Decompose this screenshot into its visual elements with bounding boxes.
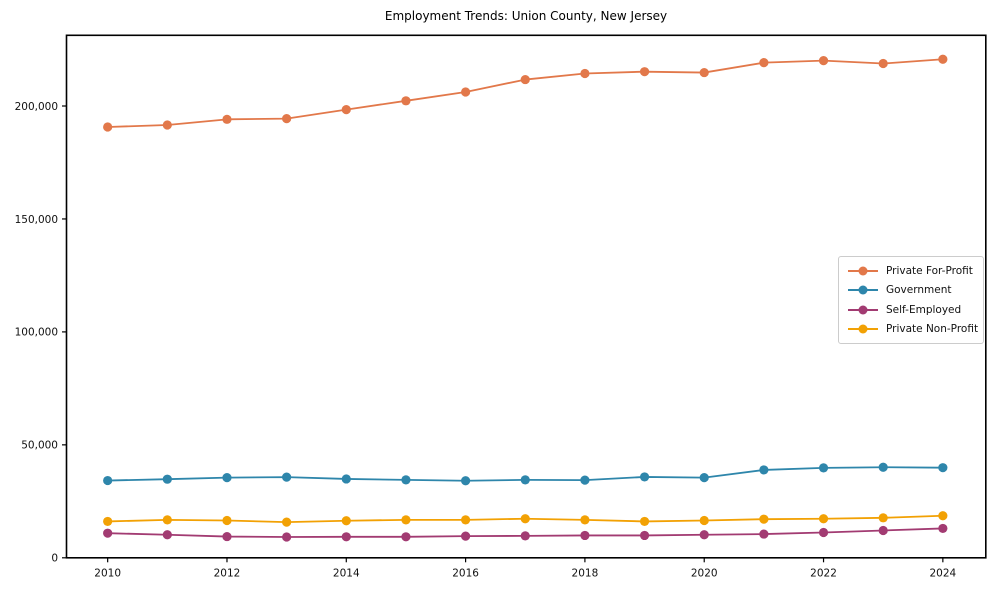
data-point	[580, 530, 590, 541]
data-point	[878, 525, 888, 536]
x-tick-label: 2016	[452, 567, 479, 579]
data-point	[818, 527, 829, 538]
data-point	[460, 515, 471, 525]
y-tick-label: 100,000	[15, 327, 58, 339]
data-point	[520, 531, 530, 541]
data-point	[699, 515, 709, 526]
data-point	[938, 54, 948, 64]
line-marker-icon	[848, 305, 878, 315]
series-government	[103, 462, 948, 486]
legend-item-private-non-profit: Private Non-Profit	[848, 320, 979, 338]
data-point	[639, 516, 650, 527]
legend-item-government: Government	[848, 281, 976, 299]
data-point	[162, 474, 172, 484]
y-tick-label: 200,000	[15, 101, 58, 113]
data-point	[282, 114, 292, 124]
data-point	[938, 463, 948, 473]
x-tick-label: 2018	[572, 567, 599, 579]
data-point	[222, 515, 232, 526]
data-point	[699, 67, 709, 78]
x-tick-label: 2024	[929, 567, 956, 579]
y-tick-label: 50,000	[21, 440, 58, 452]
chart-title: Employment Trends: Union County, New Jer…	[384, 9, 668, 23]
data-point	[580, 515, 590, 525]
x-axis: 2010 2012 2014 2016 2018 2020 2022 2024	[94, 557, 957, 579]
data-point	[580, 68, 590, 79]
y-axis: 0 50,000 100,000 150,000 200,000	[15, 101, 67, 565]
legend-item-self-employed: Self-Employed	[848, 301, 976, 319]
data-point	[341, 516, 351, 526]
data-point	[103, 516, 113, 527]
data-point	[162, 515, 172, 525]
data-point	[878, 58, 888, 69]
legend-item-private-for-profit: Private For-Profit	[848, 262, 976, 280]
data-point	[222, 114, 232, 124]
data-point	[759, 529, 769, 539]
data-point	[580, 475, 590, 485]
legend-label: Private For-Profit	[886, 264, 973, 277]
data-point	[520, 514, 530, 524]
data-point	[460, 476, 471, 486]
legend-label: Government	[886, 284, 952, 297]
x-tick-label: 2022	[810, 567, 837, 579]
data-point	[878, 462, 888, 472]
data-point	[103, 475, 113, 486]
series-self-employed	[103, 523, 948, 542]
data-point	[759, 465, 769, 475]
data-point	[401, 96, 411, 106]
data-point	[282, 517, 292, 527]
y-tick-label: 150,000	[15, 214, 58, 226]
data-point	[103, 122, 113, 132]
data-point	[162, 120, 172, 130]
legend-label: Self-Employed	[886, 303, 962, 316]
data-point	[460, 87, 471, 97]
plot-frame	[65, 34, 987, 559]
data-point	[818, 463, 829, 473]
data-point	[699, 530, 709, 540]
data-point	[401, 475, 411, 485]
data-point	[401, 515, 411, 525]
data-point	[520, 475, 530, 485]
data-point	[938, 523, 948, 534]
data-point	[341, 474, 351, 484]
series-private-for-profit	[103, 54, 948, 132]
x-tick-label: 2014	[333, 567, 360, 579]
data-point	[341, 532, 351, 542]
x-tick-label: 2020	[691, 567, 718, 579]
data-point	[639, 67, 650, 77]
legend: Private For-Profit Government Self-Emplo…	[838, 256, 984, 344]
data-point	[222, 531, 232, 542]
line-marker-icon	[848, 266, 878, 276]
x-tick-label: 2010	[94, 567, 121, 579]
data-point	[878, 513, 888, 523]
series-private-non-profit	[103, 511, 948, 527]
data-point	[699, 473, 709, 483]
data-point	[639, 472, 650, 482]
data-point	[818, 56, 829, 66]
data-point	[222, 473, 232, 483]
data-point	[938, 511, 948, 521]
line-marker-icon	[848, 285, 878, 295]
data-point	[401, 532, 411, 542]
data-point	[162, 530, 172, 540]
data-point	[341, 105, 351, 115]
y-tick-label: 0	[51, 553, 58, 565]
data-point	[282, 532, 292, 542]
line-marker-icon	[848, 324, 878, 334]
data-point	[639, 530, 650, 541]
data-point	[520, 74, 530, 85]
x-tick-label: 2012	[214, 567, 241, 579]
data-point	[103, 528, 113, 538]
data-point	[282, 472, 292, 482]
data-point	[759, 514, 769, 524]
legend-label: Private Non-Profit	[886, 323, 979, 336]
data-point	[759, 58, 769, 68]
data-point	[818, 514, 829, 524]
data-point	[460, 531, 471, 541]
